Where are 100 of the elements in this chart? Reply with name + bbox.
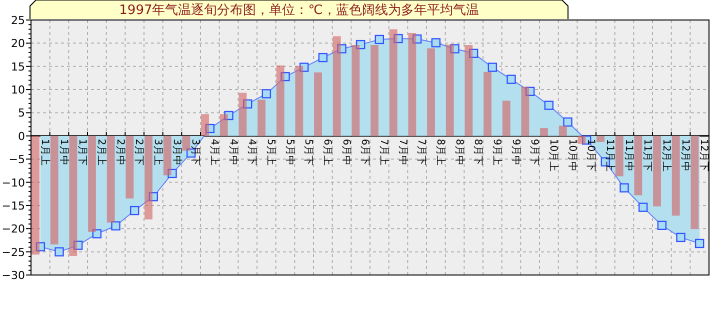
x-tick-label: 10月中: [566, 138, 578, 172]
bar: [484, 72, 492, 136]
point: [280, 72, 290, 82]
bar: [446, 44, 454, 136]
bar: [69, 136, 78, 256]
x-tick-label: 11月下: [642, 138, 653, 172]
x-tick-label: 7月上: [378, 138, 390, 166]
bar: [201, 114, 209, 136]
bar: [126, 136, 134, 198]
y-tick-label: 0: [18, 130, 25, 143]
bar: [276, 65, 284, 136]
y-tick-label: −15: [2, 199, 25, 212]
x-tick-label: 3月下: [190, 138, 201, 166]
point: [563, 117, 572, 127]
point: [337, 44, 346, 54]
bar: [258, 100, 266, 136]
point: [168, 168, 177, 178]
bar: [295, 66, 304, 136]
point: [657, 220, 667, 230]
bar: [163, 136, 172, 176]
x-tick-label: 3月上: [152, 138, 164, 166]
point: [544, 100, 554, 110]
point: [54, 247, 64, 256]
point: [130, 206, 140, 216]
bar: [389, 29, 398, 136]
point: [224, 110, 234, 120]
x-tick-label: 12月中: [679, 138, 692, 172]
bar: [578, 136, 586, 144]
x-tick-label: 5月上: [264, 138, 277, 166]
x-tick-label: 7月中: [396, 138, 409, 166]
point: [318, 52, 328, 62]
y-tick-label: −30: [2, 269, 25, 282]
x-tick-label: 10月下: [585, 138, 596, 172]
x-tick-label: 5月中: [284, 138, 296, 166]
x-tick-label: 9月上: [490, 138, 503, 166]
point: [620, 183, 629, 192]
x-tick-label: 8月下: [472, 138, 484, 166]
point: [638, 202, 648, 212]
x-tick-label: 9月下: [528, 138, 540, 166]
x-tick-label: 11月上: [604, 138, 616, 172]
bar: [370, 45, 378, 136]
bar: [596, 136, 604, 142]
point: [676, 232, 686, 242]
point: [36, 242, 46, 252]
bar: [144, 136, 152, 220]
x-tick-label: 2月上: [95, 138, 108, 166]
x-tick-label: 2月下: [133, 138, 144, 166]
title: 1997年气温逐旬分布图，单位：℃，蓝色阔线为多年平均气温: [30, 0, 568, 20]
point: [506, 74, 516, 84]
bar: [521, 86, 530, 136]
x-tick-label: 10月上: [547, 138, 560, 172]
bar: [653, 136, 661, 206]
x-tick-label: 8月中: [453, 138, 466, 166]
y-tick-label: 25: [11, 14, 25, 27]
x-tick-label: 4月下: [246, 138, 258, 166]
y-tick-label: −10: [2, 176, 25, 190]
bar: [32, 136, 40, 255]
point: [525, 86, 535, 96]
bar: [634, 136, 642, 196]
x-tick-label: 4月中: [227, 138, 240, 166]
point: [92, 229, 102, 238]
x-tick-label: 6月上: [321, 138, 334, 166]
y-tick-label: 10: [11, 84, 25, 97]
x-tick-label: 9月中: [510, 138, 522, 166]
y-tick-label: 20: [11, 37, 25, 50]
x-tick-label: 6月中: [340, 138, 352, 166]
bar: [182, 136, 190, 151]
point: [488, 62, 498, 72]
x-tick-label: 8月上: [434, 138, 446, 166]
bar: [427, 48, 435, 136]
x-tick-label: 2月中: [114, 138, 126, 166]
point: [394, 34, 403, 44]
point: [205, 124, 215, 134]
bar: [220, 114, 228, 136]
x-tick-label: 12月下: [698, 138, 710, 172]
bar: [50, 136, 58, 244]
x-tick-label: 1月上: [38, 138, 51, 166]
point: [374, 34, 384, 44]
x-tick-label: 12月上: [660, 138, 672, 172]
bar: [314, 72, 322, 136]
x-tick-label: 4月上: [208, 138, 220, 166]
point: [262, 89, 272, 98]
bar: [540, 128, 548, 136]
bar: [88, 136, 96, 232]
point: [299, 62, 309, 72]
point: [468, 48, 478, 58]
x-tick-label: 6月下: [359, 138, 370, 166]
y-tick-label: −25: [2, 246, 25, 259]
point: [73, 240, 83, 250]
point: [242, 99, 252, 109]
bar: [502, 100, 510, 136]
bar: [352, 45, 360, 136]
y-tick-label: 5: [18, 106, 25, 120]
point: [450, 44, 460, 54]
bar: [332, 36, 341, 136]
x-tick-label: 11月中: [622, 138, 635, 172]
point: [148, 192, 158, 202]
point: [111, 221, 120, 230]
y-tick-label: 15: [11, 60, 25, 74]
bar: [690, 136, 699, 230]
